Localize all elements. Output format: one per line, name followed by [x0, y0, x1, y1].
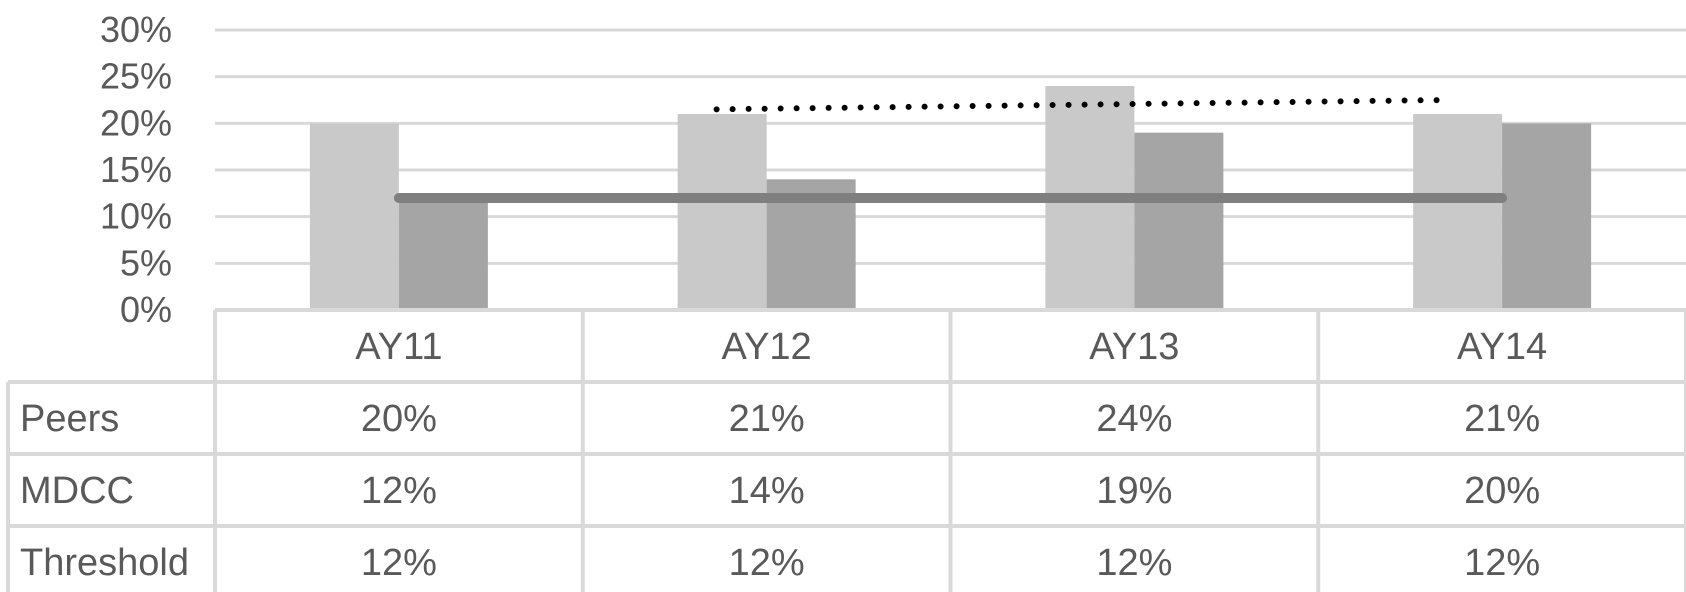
data-label-threshold: 12% — [1464, 542, 1540, 584]
x-tick-label: AY14 — [1457, 326, 1547, 368]
x-tick-label: AY11 — [355, 326, 442, 368]
y-tick-label: 30% — [100, 9, 172, 50]
data-label-peers: 24% — [1096, 398, 1172, 440]
data-label-threshold: 12% — [361, 542, 437, 584]
x-tick-label: AY12 — [722, 326, 812, 368]
bar-mdcc — [1134, 132, 1224, 310]
series-lines — [393, 96, 1508, 203]
y-axis: 0% 5% 10% 15% 20% 25% 30% — [100, 9, 172, 330]
series-name-label: MDCC — [20, 470, 134, 512]
data-label-threshold: 12% — [729, 542, 805, 584]
series-name-label: Peers — [20, 398, 119, 440]
trendline-peers — [713, 96, 1456, 113]
y-tick-label: 15% — [100, 149, 172, 190]
series-name-label: Threshold — [20, 542, 189, 584]
y-tick-label: 0% — [120, 289, 172, 330]
bar-mdcc — [1502, 123, 1592, 310]
data-label-mdcc: 20% — [1464, 470, 1540, 512]
y-tick-label: 10% — [100, 196, 172, 237]
data-label-mdcc: 14% — [729, 470, 805, 512]
bar-mdcc — [398, 198, 488, 310]
data-label-peers: 21% — [1464, 398, 1540, 440]
data-label-threshold: 12% — [1096, 542, 1172, 584]
y-tick-label: 20% — [100, 102, 172, 143]
y-tick-label: 5% — [120, 242, 172, 283]
bar-peers — [677, 114, 767, 310]
data-label-peers: 20% — [361, 398, 437, 440]
data-label-peers: 21% — [729, 398, 805, 440]
y-tick-label: 25% — [100, 56, 172, 97]
bar-peers — [309, 123, 399, 310]
data-label-mdcc: 19% — [1096, 470, 1172, 512]
x-tick-label: AY13 — [1089, 326, 1179, 368]
data-table: AY11 AY12 AY13 AY14 Peers 20% 21% 24% 21% MDCC 12%… — [6, 308, 1686, 592]
data-label-mdcc: 12% — [361, 470, 437, 512]
bar-peers — [1413, 114, 1503, 310]
